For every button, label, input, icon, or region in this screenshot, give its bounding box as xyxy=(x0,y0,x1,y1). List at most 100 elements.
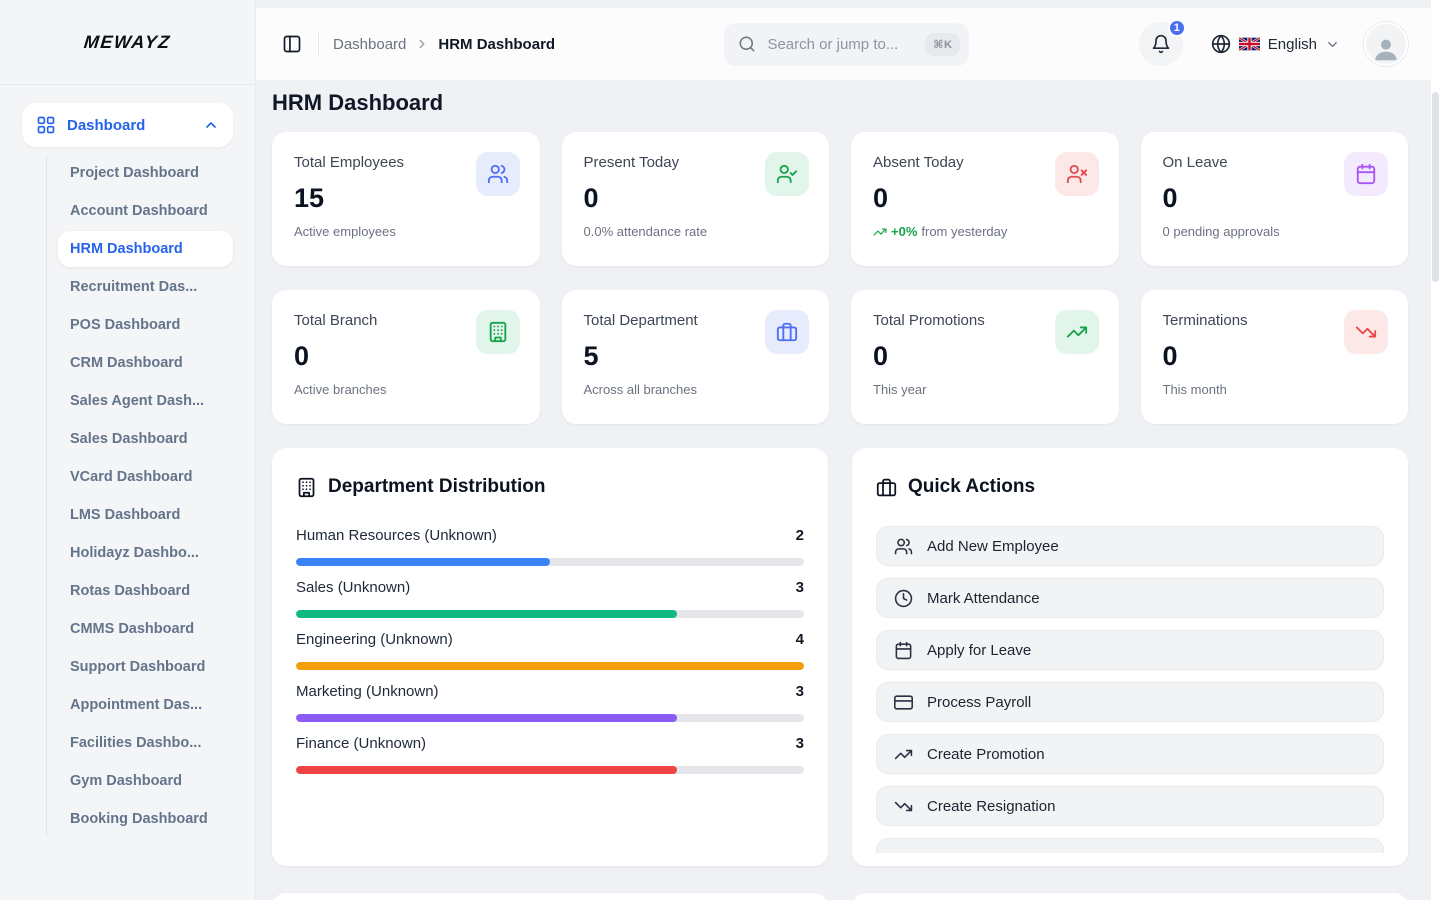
uk-flag-icon xyxy=(1238,37,1260,51)
sidebar-item-rotas-dashboard[interactable]: Rotas Dashboard xyxy=(58,573,233,609)
person-icon xyxy=(1371,34,1401,64)
sidebar-item-account-dashboard[interactable]: Account Dashboard xyxy=(58,193,233,229)
search-input[interactable] xyxy=(765,34,917,54)
sidebar-item-label: Gym Dashboard xyxy=(70,773,182,789)
sidebar-item-sales-dashboard[interactable]: Sales Dashboard xyxy=(58,421,233,457)
panel-left-icon xyxy=(282,34,302,54)
department-list: Human Resources (Unknown) 2 Sales (Unkno… xyxy=(296,526,804,774)
trending-down-icon xyxy=(894,797,913,816)
stat-value: 0 xyxy=(1162,183,1178,213)
sidebar-item-label: CRM Dashboard xyxy=(70,355,183,371)
sidebar-item-appointment-das[interactable]: Appointment Das... xyxy=(58,687,233,723)
stat-value: 0 xyxy=(294,341,310,371)
stat-card: Terminations 0 This month xyxy=(1140,290,1408,424)
sidebar-item-lms-dashboard[interactable]: LMS Dashboard xyxy=(58,497,233,533)
sidebar-item-project-dashboard[interactable]: Project Dashboard xyxy=(58,155,233,191)
user-avatar[interactable] xyxy=(1364,22,1408,66)
sidebar-item-label: Rotas Dashboard xyxy=(70,583,191,599)
department-value: 3 xyxy=(795,735,804,752)
sidebar-item-label: Recruitment Das... xyxy=(70,279,198,295)
department-value: 2 xyxy=(795,527,804,544)
user-x-icon xyxy=(1066,163,1088,185)
quick-action-button[interactable]: Create Promotion xyxy=(876,734,1384,774)
sidebar-item-crm-dashboard[interactable]: CRM Dashboard xyxy=(58,345,233,381)
calendar-icon xyxy=(1355,163,1377,185)
stat-card: Absent Today 0 +0% from yesterday xyxy=(851,132,1119,266)
partial-card xyxy=(272,893,828,900)
credit-card-icon xyxy=(894,693,913,712)
sidebar-item-cmms-dashboard[interactable]: CMMS Dashboard xyxy=(58,611,233,647)
stat-title: Terminations xyxy=(1162,312,1248,329)
breadcrumb-current: HRM Dashboard xyxy=(438,35,556,53)
sidebar-item-hrm-dashboard[interactable]: HRM Dashboard xyxy=(58,231,233,267)
department-row: Finance (Unknown) 3 xyxy=(296,734,804,774)
quick-action-button[interactable]: Add New Employee xyxy=(876,526,1384,566)
sidebar-group-dashboard[interactable]: Dashboard xyxy=(22,103,233,147)
stat-subtext: This year xyxy=(873,382,927,397)
sidebar-item-support-dashboard[interactable]: Support Dashboard xyxy=(58,649,233,685)
quick-action-label: Apply for Leave xyxy=(927,641,1032,659)
sidebar-item-sales-agent-dash[interactable]: Sales Agent Dash... xyxy=(58,383,233,419)
clock-icon xyxy=(894,589,913,608)
stat-subtext: 0.0% attendance rate xyxy=(583,224,708,239)
sidebar-item-facilities-dashbo[interactable]: Facilities Dashbo... xyxy=(58,725,233,761)
globe-icon xyxy=(1211,34,1231,54)
department-label: Engineering (Unknown) xyxy=(296,631,453,648)
quick-action-button[interactable]: Mark Attendance xyxy=(876,578,1384,618)
sidebar-item-label: Facilities Dashbo... xyxy=(70,735,202,751)
stat-icon-box xyxy=(475,310,520,354)
sidebar-item-gym-dashboard[interactable]: Gym Dashboard xyxy=(58,763,233,799)
quick-action-label: Mark Attendance xyxy=(927,589,1040,607)
department-row: Marketing (Unknown) 3 xyxy=(296,682,804,722)
language-selector[interactable]: English xyxy=(1211,34,1340,54)
panels-grid: Department Distribution Human Resources … xyxy=(272,448,1408,866)
page-content: HRM Dashboard Total Employees 15 Active … xyxy=(256,80,1440,900)
topbar: Dashboard HRM Dashboard ⌘K 1 English xyxy=(256,8,1440,80)
sidebar-item-booking-dashboard[interactable]: Booking Dashboard xyxy=(58,801,233,837)
scrollbar-track xyxy=(1431,0,1440,900)
sidebar-toggle-button[interactable] xyxy=(276,28,308,60)
department-distribution-title: Department Distribution xyxy=(328,476,546,497)
sidebar-nav: Dashboard Project Dashboard Account Dash… xyxy=(0,85,255,839)
bell-icon xyxy=(1151,34,1171,54)
stat-value: 0 xyxy=(873,183,889,213)
quick-action-label: Create Promotion xyxy=(927,745,1045,763)
quick-action-button[interactable]: Apply for Leave xyxy=(876,630,1384,670)
scrollbar-thumb[interactable] xyxy=(1432,92,1439,282)
stat-title: Total Department xyxy=(583,312,698,329)
stat-icon-box xyxy=(1054,152,1099,196)
breadcrumb-root[interactable]: Dashboard xyxy=(333,35,407,53)
quick-actions-title: Quick Actions xyxy=(908,476,1036,497)
progress-bar-track xyxy=(296,558,804,566)
quick-action-button[interactable]: Create Resignation xyxy=(876,786,1384,826)
sidebar-item-vcard-dashboard[interactable]: VCard Dashboard xyxy=(58,459,233,495)
sidebar-item-label: Sales Agent Dash... xyxy=(70,393,205,409)
sidebar-item-holidayz-dashbo[interactable]: Holidayz Dashbo... xyxy=(58,535,233,571)
stat-card: Total Employees 15 Active employees xyxy=(272,132,540,266)
notifications-button[interactable]: 1 xyxy=(1138,19,1186,66)
quick-action-button[interactable]: Process Payroll xyxy=(876,682,1384,722)
topbar-divider xyxy=(318,32,319,56)
sidebar-item-pos-dashboard[interactable]: POS Dashboard xyxy=(58,307,233,343)
stat-icon-box xyxy=(765,152,809,196)
stat-title: Present Today xyxy=(583,154,680,171)
chevron-down-icon xyxy=(1325,37,1340,52)
department-distribution-panel: Department Distribution Human Resources … xyxy=(272,448,828,866)
user-check-icon xyxy=(776,163,798,185)
sidebar-item-label: Sales Dashboard xyxy=(70,431,188,447)
main-area: Dashboard HRM Dashboard ⌘K 1 English xyxy=(256,0,1440,900)
stat-subtext: This month xyxy=(1162,382,1227,397)
quick-action-label: Add New Employee xyxy=(927,537,1059,555)
sidebar-item-label: Appointment Das... xyxy=(70,697,203,713)
department-value: 3 xyxy=(795,683,804,700)
stat-title: Total Promotions xyxy=(873,312,985,329)
progress-bar-fill xyxy=(296,714,677,722)
sidebar-item-recruitment-das[interactable]: Recruitment Das... xyxy=(58,269,233,305)
dashboard-grid-icon xyxy=(36,115,56,135)
quick-action-button-partial[interactable] xyxy=(876,838,1384,853)
department-label: Human Resources (Unknown) xyxy=(296,527,497,544)
stat-subtext: +0% from yesterday xyxy=(873,223,1097,241)
sidebar-group-label: Dashboard xyxy=(67,116,146,134)
stat-title: On Leave xyxy=(1162,154,1228,171)
progress-bar-track xyxy=(296,610,804,618)
